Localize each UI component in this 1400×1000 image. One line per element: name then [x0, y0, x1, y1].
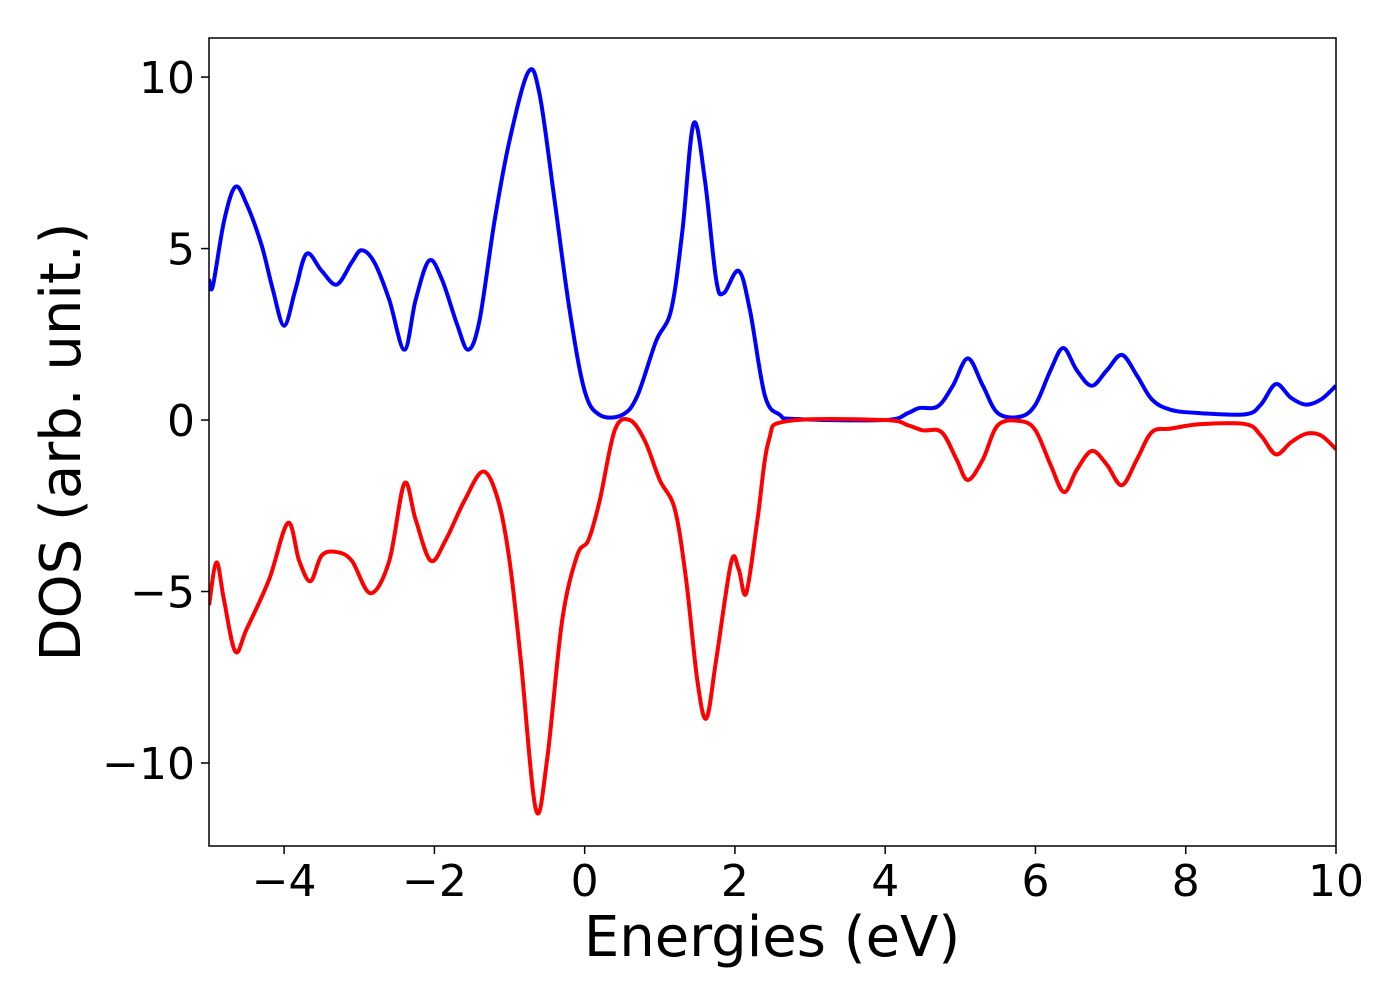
dos-line — [209, 67, 1336, 423]
y-tick-label: −10 — [102, 739, 195, 790]
x-tick-label: −4 — [252, 856, 317, 907]
y-tick-label: −5 — [130, 568, 195, 619]
x-tick-label: 10 — [1308, 856, 1364, 907]
x-axis-label: Energies (eV) — [584, 905, 960, 970]
y-tick-label: 0 — [167, 396, 195, 447]
x-tick-label: 0 — [571, 856, 599, 907]
y-tick-label: 10 — [139, 53, 195, 104]
y-tick-label: 5 — [167, 225, 195, 276]
plot-frame — [208, 37, 1337, 847]
x-tick-label: 6 — [1021, 856, 1049, 907]
x-tick-label: 4 — [871, 856, 899, 907]
x-tick-label: 8 — [1172, 856, 1200, 907]
dos-line — [209, 417, 1336, 816]
x-tick-label: −2 — [402, 856, 467, 907]
y-axis-label: DOS (arb. unit.) — [29, 222, 94, 661]
x-tick-label: 2 — [721, 856, 749, 907]
